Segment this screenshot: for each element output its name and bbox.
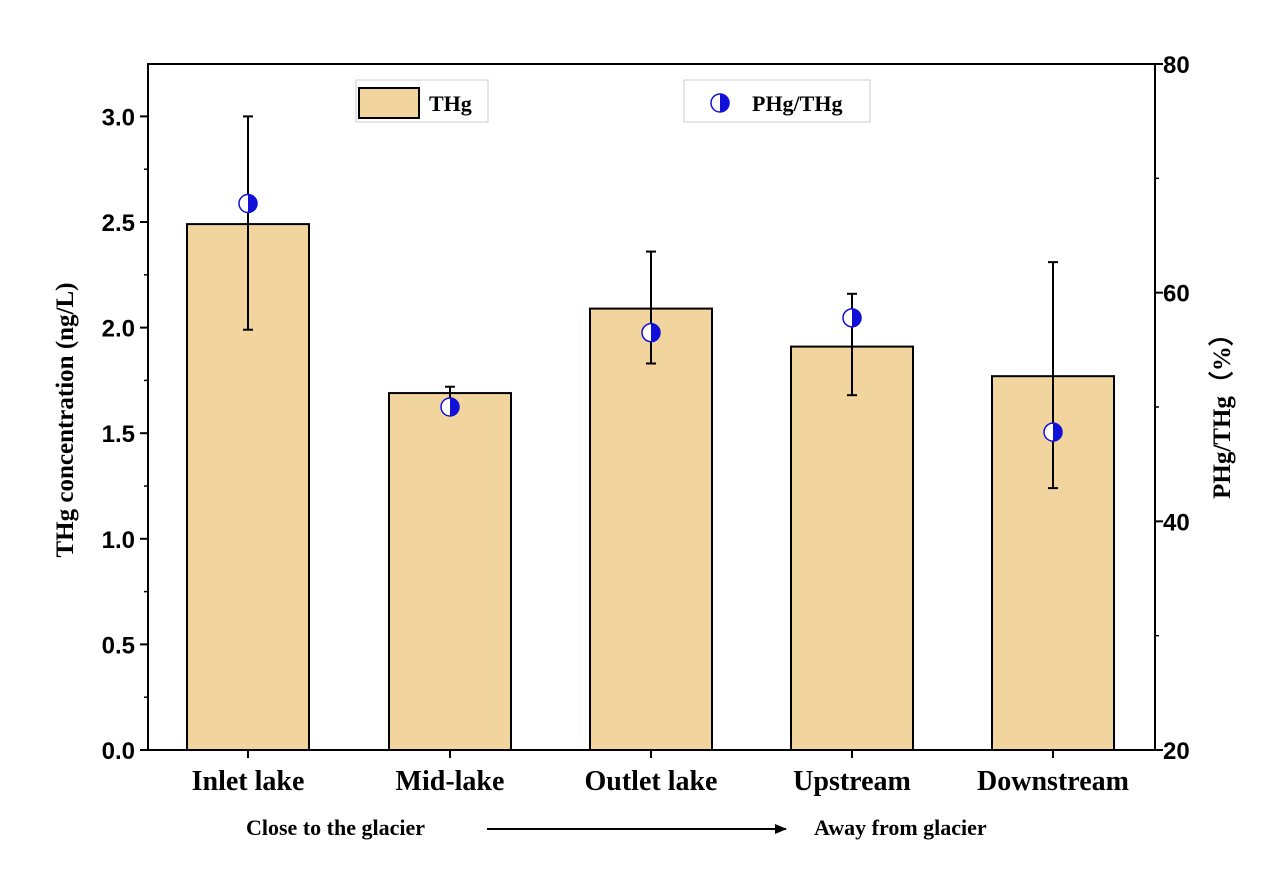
y-axis-title: THg concentration (ng/L) [52, 283, 79, 558]
y2-tick-label-1: 40 [1163, 509, 1190, 536]
right-axis-ticks: 20 40 60 80 [1155, 52, 1190, 765]
ratio-point-fill [248, 194, 257, 213]
ratio-point-fill [1053, 423, 1062, 442]
left-axis-ticks: 0.0 0.5 1.0 1.5 2.0 2.5 3.0 [102, 104, 148, 765]
error-bar-5 [1048, 261, 1058, 490]
x-axis-ticks: Inlet lake Mid-lake Outlet lake Upstream Dow… [192, 750, 1129, 797]
x-tick-label-1: Inlet lake [192, 766, 305, 797]
y-tick-label-4: 2.0 [102, 316, 135, 343]
error-bar-1 [243, 115, 253, 331]
y2-tick-label-2: 60 [1163, 281, 1190, 308]
legend-marker-ratio [710, 93, 730, 113]
x-tick-label-3: Outlet lake [585, 766, 718, 797]
bar-3 [589, 307, 713, 751]
x-tick-label-2: Mid-lake [396, 766, 505, 797]
bar-4 [790, 345, 914, 751]
y2-axis-title: PHg/THg（%） [1207, 321, 1236, 499]
y2-tick-label-0: 20 [1163, 738, 1190, 765]
legend-label-ratio: PHg/THg [752, 91, 842, 116]
y-tick-label-6: 3.0 [102, 104, 135, 131]
error-bars-group [243, 115, 1058, 490]
bar-2 [388, 392, 512, 751]
annotation-away: Away from glacier [814, 815, 987, 840]
ratio-point-fill [450, 398, 459, 416]
ratio-point-2 [440, 397, 460, 417]
ratio-point-fill [651, 323, 660, 342]
annotation-close: Close to the glacier [246, 815, 425, 840]
ratio-point-1 [238, 193, 258, 214]
y-tick-label-0: 0.0 [102, 738, 135, 765]
ratio-point-5 [1043, 422, 1063, 442]
ratio-point-fill [852, 308, 861, 327]
legend: THg PHg/THg [355, 79, 871, 123]
legend-label-thg: THg [429, 91, 472, 116]
error-bar-3 [646, 250, 656, 365]
y-tick-label-1: 0.5 [102, 632, 135, 659]
y2-tick-label-3: 80 [1163, 52, 1190, 79]
y-tick-label-5: 2.5 [102, 210, 135, 237]
y-tick-label-3: 1.5 [102, 421, 135, 448]
x-tick-label-4: Upstream [793, 766, 911, 797]
y-tick-label-2: 1.0 [102, 527, 135, 554]
ratio-point-3 [641, 322, 661, 343]
points-group [238, 193, 1063, 442]
ratio-point-4 [842, 308, 862, 328]
legend-swatch-thg [358, 87, 420, 119]
x-tick-label-5: Downstream [977, 766, 1129, 797]
